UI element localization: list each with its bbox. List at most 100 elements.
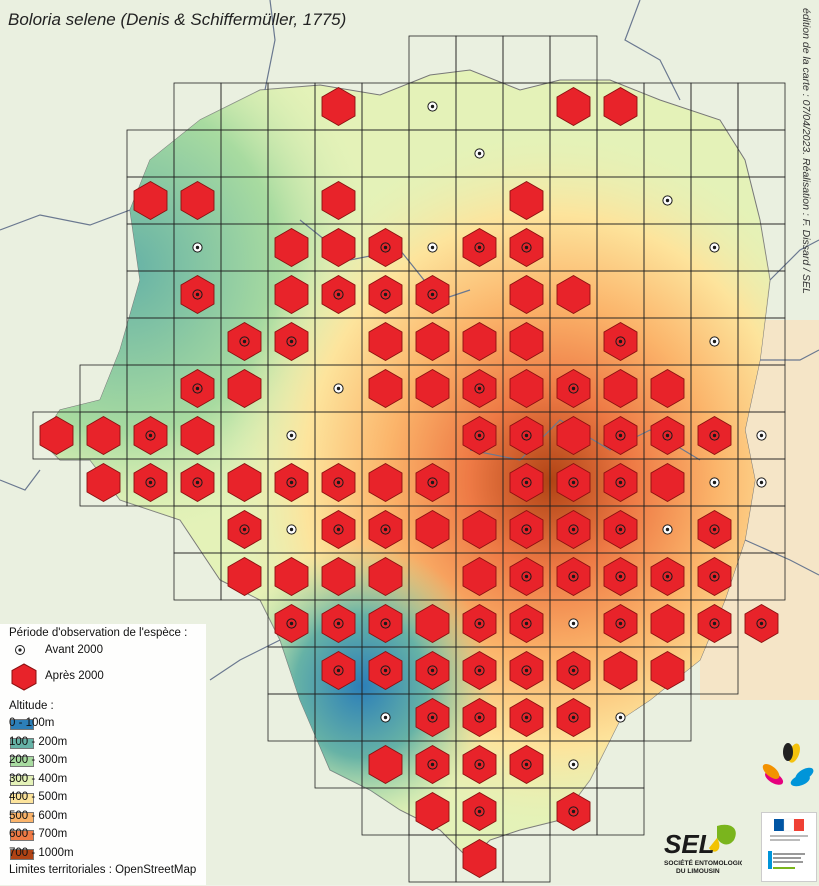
- observation-before-2000-dot: [571, 386, 576, 391]
- observation-after-2000: [321, 227, 356, 268]
- observation-before-2000-dot: [148, 480, 153, 485]
- observation-before-2000-dot: [618, 339, 623, 344]
- legend-panel: Période d'observation de l'espèce : Avan…: [0, 624, 206, 885]
- observation-before-2000-dot: [477, 245, 482, 250]
- observation-after-2000: [368, 368, 403, 409]
- observation-before-2000: [474, 242, 485, 253]
- observation-before-2000: [333, 477, 344, 488]
- map-credit: édition de la carte : 07/04/2023. Réalis…: [800, 8, 812, 294]
- observation-before-2000-dot: [665, 574, 670, 579]
- observation-before-2000: [380, 665, 391, 676]
- observation-before-2000: [474, 665, 485, 676]
- observation-before-2000-dot: [148, 433, 153, 438]
- observation-before-2000: [427, 665, 438, 676]
- observation-before-2000: [568, 477, 579, 488]
- observation-before-2000-dot: [383, 621, 388, 626]
- observation-after-2000: [180, 180, 215, 221]
- observation-before-2000: [474, 806, 485, 817]
- altitude-swatch: [10, 848, 34, 860]
- republic-icon: [768, 818, 808, 869]
- observation-before-2000-dot: [289, 433, 294, 438]
- observation-after-2000: [556, 415, 591, 456]
- observation-before-2000-dot: [195, 480, 200, 485]
- observation-before-2000-dot: [336, 480, 341, 485]
- legend-period-title: Période d'observation de l'espèce :: [9, 627, 188, 639]
- observation-before-2000-dot: [289, 480, 294, 485]
- observation-after-2000: [603, 368, 638, 409]
- butterfly-icon: [717, 824, 736, 845]
- observation-after-2000: [415, 603, 450, 644]
- observation-before-2000-dot: [524, 621, 529, 626]
- observation-before-2000-dot: [524, 433, 529, 438]
- observation-after-2000: [650, 368, 685, 409]
- observation-markers: [39, 86, 779, 879]
- observation-before-2000: [568, 383, 579, 394]
- observation-before-2000-dot: [571, 574, 576, 579]
- observation-after-2000: [462, 556, 497, 597]
- observation-before-2000-dot: [430, 245, 435, 250]
- observation-after-2000: [180, 415, 215, 456]
- observation-after-2000: [133, 180, 168, 221]
- altitude-swatch: [10, 756, 34, 767]
- observation-before-2000: [145, 477, 156, 488]
- observation-after-2000: [227, 368, 262, 409]
- observation-after-2000: [39, 415, 74, 456]
- observation-before-2000-dot: [524, 245, 529, 250]
- observation-before-2000: [568, 571, 579, 582]
- observation-before-2000: [521, 712, 532, 723]
- observation-after-2000: [603, 650, 638, 691]
- altitude-label: 100 - 200m: [9, 735, 68, 748]
- observation-before-2000: [239, 336, 250, 347]
- observation-before-2000-dot: [430, 104, 435, 109]
- observation-before-2000-dot: [712, 527, 717, 532]
- observation-after-2000: [509, 274, 544, 315]
- observation-before-2000-dot: [430, 715, 435, 720]
- observation-before-2000: [521, 242, 532, 253]
- altitude-label: 400 - 500m: [9, 791, 68, 803]
- sel-line2: DU LIMOUSIN: [676, 868, 720, 875]
- observation-before-2000-dot: [759, 621, 764, 626]
- legend-after-label: Après 2000: [45, 670, 104, 682]
- observation-before-2000-dot: [430, 292, 435, 297]
- observation-before-2000: [474, 712, 485, 723]
- observation-after-2000: [86, 462, 121, 503]
- observation-before-2000: [427, 289, 438, 300]
- observation-before-2000-dot: [289, 527, 294, 532]
- observation-before-2000: [474, 430, 485, 441]
- observation-before-2000-dot: [524, 762, 529, 767]
- altitude-swatch: [10, 830, 34, 841]
- observation-before-2000-dot: [336, 668, 341, 673]
- observation-after-2000: [462, 509, 497, 550]
- observation-before-2000-dot: [571, 527, 576, 532]
- observation-before-2000: [474, 759, 485, 770]
- observation-after-2000: [415, 509, 450, 550]
- observation-before-2000-dot: [477, 433, 482, 438]
- observation-before-2000: [709, 524, 720, 535]
- observation-after-2000: [415, 321, 450, 362]
- observation-before-2000: [709, 618, 720, 629]
- observation-before-2000: [662, 571, 673, 582]
- observation-after-2000: [321, 86, 356, 127]
- observation-before-2000: [615, 477, 626, 488]
- observation-before-2000: [380, 289, 391, 300]
- observation-before-2000: [615, 430, 626, 441]
- observation-before-2000-dot: [524, 668, 529, 673]
- observation-before-2000-dot: [289, 339, 294, 344]
- grid-cell: [596, 787, 645, 836]
- observation-after-2000: [650, 462, 685, 503]
- observation-after-2000: [415, 368, 450, 409]
- partner-flower-logo: [762, 743, 814, 787]
- observation-after-2000: [556, 274, 591, 315]
- observation-before-2000-dot: [618, 480, 623, 485]
- observation-before-2000: [192, 383, 203, 394]
- observation-before-2000: [615, 618, 626, 629]
- altitude-swatch: [10, 737, 34, 749]
- observation-before-2000: [521, 759, 532, 770]
- observation-before-2000-dot: [383, 292, 388, 297]
- altitude-swatch: [10, 811, 34, 823]
- observation-before-2000-dot: [430, 668, 435, 673]
- observation-before-2000: [192, 477, 203, 488]
- observation-before-2000-dot: [712, 574, 717, 579]
- observation-before-2000: [145, 430, 156, 441]
- observation-before-2000-dot: [618, 621, 623, 626]
